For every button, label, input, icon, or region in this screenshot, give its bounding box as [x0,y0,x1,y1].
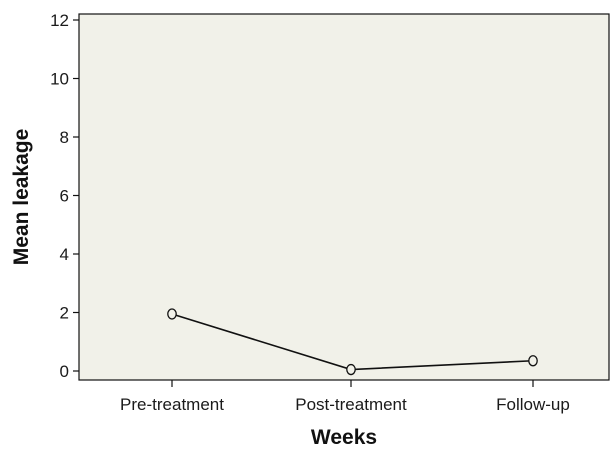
y-tick-label: 4 [60,245,69,264]
x-tick-label: Follow-up [496,395,570,414]
x-tick-label: Pre-treatment [120,395,224,414]
series-layer [167,308,538,376]
y-tick-label: 0 [60,362,69,381]
plot-area [78,13,610,381]
data-point [167,308,177,320]
x-axis: Pre-treatment Post-treatment Follow-up [120,380,570,414]
x-axis-title: Weeks [311,426,377,449]
y-axis: 0 2 4 6 8 10 12 [50,11,79,381]
data-point [528,355,538,367]
y-axis-title: Mean leakage [10,129,33,266]
y-tick-label: 10 [50,70,69,89]
data-point [346,363,356,376]
y-tick-label: 2 [60,304,69,323]
y-tick-label: 8 [60,128,69,147]
x-tick-label: Post-treatment [295,395,407,414]
y-tick-label: 6 [60,187,69,206]
y-tick-label: 12 [50,11,69,30]
